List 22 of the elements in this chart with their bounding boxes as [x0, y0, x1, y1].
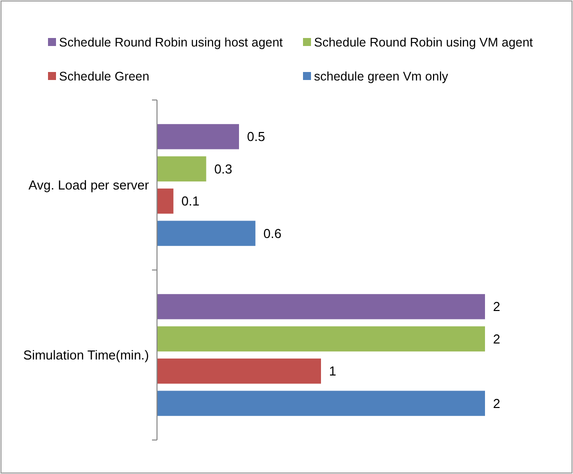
legend-label: Schedule Green [59, 69, 150, 84]
bar [157, 294, 485, 320]
bar [157, 220, 256, 246]
data-label: 0.3 [214, 161, 232, 176]
data-label: 0.6 [263, 226, 282, 241]
bar [157, 156, 206, 182]
legend-label: Schedule Round Robin using VM agent [314, 35, 534, 50]
y-tick-label: Avg. Load per server [28, 178, 150, 193]
legend-label: schedule green Vm only [314, 69, 449, 84]
bar [157, 326, 485, 352]
bar [157, 358, 321, 384]
legend-label: Schedule Round Robin using host agent [59, 35, 284, 50]
data-label: 2 [493, 299, 500, 314]
data-label: 0.5 [247, 129, 266, 144]
bar [157, 390, 485, 416]
data-label: 0.1 [181, 194, 200, 209]
data-label: 1 [329, 364, 336, 379]
bar [157, 188, 174, 214]
y-tick-label: Simulation Time(min.) [23, 348, 149, 363]
bar [157, 124, 239, 150]
data-label: 2 [493, 396, 500, 411]
data-label: 2 [493, 331, 500, 346]
